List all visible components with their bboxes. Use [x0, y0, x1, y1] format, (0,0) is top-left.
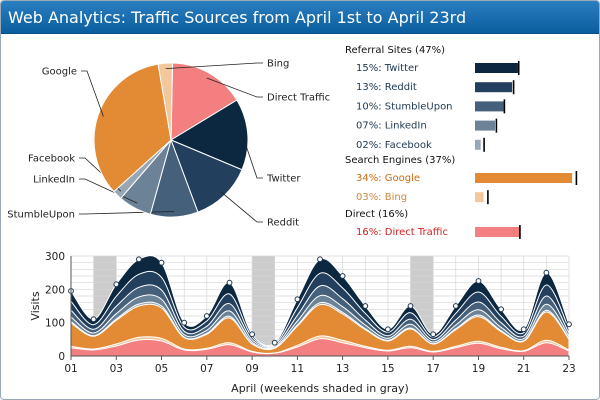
pie-slice-bing — [157, 62, 174, 141]
pie-leader-twitter — [242, 134, 263, 179]
total-point — [339, 273, 346, 279]
y-tick-label: 100 — [45, 318, 65, 330]
weekend-band — [252, 256, 275, 356]
pie-slice-reddit — [170, 139, 243, 213]
bullet-label-reddit: 13%: Reddit — [356, 82, 417, 93]
pie-leader-reddit — [220, 191, 263, 223]
pie-label-direct-traffic: Direct Traffic — [267, 93, 330, 104]
bullet-label-stumbleupon: 10%: StumbleUpon — [356, 101, 453, 112]
x-tick-label: 23 — [562, 363, 575, 375]
total-point — [452, 303, 459, 309]
y-tick-label: 0 — [58, 351, 65, 363]
total-point — [113, 281, 120, 288]
total-point — [475, 278, 482, 284]
x-tick-label: 13 — [336, 363, 349, 375]
bullet-bar-linkedin — [475, 120, 495, 131]
x-tick-label: 01 — [64, 363, 77, 375]
y-tick-label: 300 — [45, 251, 65, 263]
total-point — [90, 316, 97, 323]
bullet-label-facebook: 02%: Facebook — [356, 140, 432, 151]
y-tick-label: 200 — [45, 284, 65, 296]
total-point — [203, 313, 210, 319]
x-tick-label: 09 — [245, 363, 258, 375]
total-point — [543, 269, 550, 276]
pie-label-bing: Bing — [267, 59, 289, 70]
pie-label-reddit: Reddit — [267, 218, 299, 229]
window-title: Web Analytics: Traffic Sources from Apri… — [1, 1, 599, 34]
bullet-group-search-engines-37: Search Engines (37%) — [345, 155, 455, 166]
total-point — [158, 259, 165, 266]
total-point — [226, 279, 233, 286]
bullet-chart: Referral Sites (47%) 15%: Twitter 13%: Red… — [345, 45, 578, 239]
pie-label-stumbleupon: StumbleUpon — [7, 210, 75, 221]
x-tick-label: 11 — [291, 363, 304, 375]
total-point — [385, 326, 391, 333]
pie-label-linkedin: LinkedIn — [33, 175, 75, 186]
bullet-bar-google — [475, 173, 573, 183]
x-axis-title: April (weekends shaded in gray) — [231, 382, 409, 395]
pie-slice-twitter — [169, 99, 249, 171]
area-chart: 01 03 05 07 09 11 13 15 17 19 21 23 0 100 200 300 April … — [29, 251, 576, 395]
total-point — [294, 296, 301, 303]
pie-label-google: Google — [42, 67, 77, 78]
area-series-google — [70, 303, 570, 357]
pie-label-twitter: Twitter — [266, 174, 301, 185]
total-point — [566, 321, 572, 328]
total-point — [407, 303, 414, 309]
total-point — [362, 303, 369, 309]
x-tick-label: 17 — [426, 363, 439, 375]
total-point — [181, 319, 188, 326]
total-point — [520, 326, 527, 333]
pie-leader-google — [81, 70, 104, 117]
bullet-bar-stumbleupon — [475, 101, 504, 112]
total-point — [136, 256, 142, 263]
x-tick-label: 05 — [155, 363, 168, 375]
x-tick-label: 21 — [517, 363, 530, 375]
x-tick-label: 19 — [472, 363, 485, 375]
total-point — [271, 339, 278, 346]
x-tick-label: 03 — [110, 363, 123, 375]
pie-slice-google — [93, 63, 172, 193]
bullet-label-twitter: 15%: Twitter — [356, 63, 419, 74]
pie-chart: Direct Traffic Twitter Reddit StumbleUpon Li… — [7, 59, 330, 229]
bullet-bar-direct — [475, 227, 521, 237]
bullet-bar-bing — [475, 192, 484, 203]
bullet-bar-reddit — [475, 82, 513, 93]
pie-label-facebook: Facebook — [28, 154, 75, 165]
y-axis-title: Visits — [29, 291, 42, 320]
bullet-label-direct: 16%: Direct Traffic — [356, 227, 448, 238]
x-tick-label: 07 — [200, 363, 213, 375]
bullet-group-referral-sites-47: Referral Sites (47%) — [345, 45, 445, 56]
bullet-bar-facebook — [475, 139, 481, 150]
total-point — [430, 331, 437, 338]
area-series-direct — [70, 338, 570, 357]
x-tick-label: 15 — [381, 363, 394, 375]
pie-leader-bing — [165, 62, 263, 69]
pie-leader-direct-traffic — [206, 77, 263, 98]
pie-slice-direct-traffic — [170, 62, 238, 141]
total-point — [249, 331, 256, 338]
bullet-group-direct-16: Direct (16%) — [345, 209, 408, 220]
bullet-bar-twitter — [475, 63, 518, 73]
total-point — [498, 306, 505, 313]
total-point — [317, 256, 323, 263]
bullet-label-linkedin: 07%: LinkedIn — [356, 121, 427, 132]
bullet-label-bing: 03%: Bing — [356, 192, 407, 203]
bullet-label-google: 34%: Google — [356, 173, 420, 184]
